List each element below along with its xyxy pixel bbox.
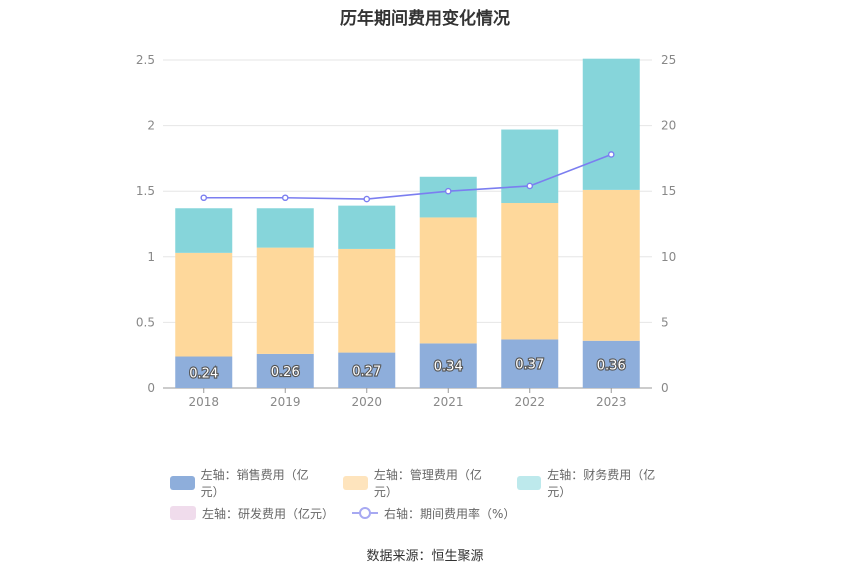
bar-data-label: 0.24 <box>189 366 218 381</box>
legend-swatch-admin <box>343 476 368 490</box>
rate-point <box>200 194 208 202</box>
rate-point <box>444 187 452 195</box>
bar-data-label: 0.27 <box>352 364 381 379</box>
bar-segment <box>256 353 314 388</box>
rate-point <box>363 195 371 203</box>
bar-segment <box>582 189 640 341</box>
legend-swatch-rate <box>352 506 379 520</box>
bar-segment <box>175 252 233 357</box>
right-tick-label: 15 <box>661 184 676 198</box>
x-tick-label: 2019 <box>270 395 301 409</box>
legend-swatch-rnd <box>170 506 196 520</box>
legend-item-rnd[interactable]: 左轴：研发费用（亿元） <box>170 505 334 522</box>
legend-label-admin: 左轴：管理费用（亿元） <box>373 468 482 499</box>
bar-segment <box>338 248 396 353</box>
left-tick-label: 2.5 <box>136 53 155 67</box>
rate-line <box>203 153 612 200</box>
legend-item-sales[interactable]: 左轴：销售费用（亿元） <box>170 466 325 500</box>
legend-label-rate: 右轴：期间费用率（%） <box>384 506 516 521</box>
left-tick-label: 0 <box>147 381 155 395</box>
bar-segment <box>582 340 640 388</box>
x-tick-label: 2022 <box>514 395 545 409</box>
bar-segment <box>501 129 559 204</box>
x-tick-label: 2023 <box>596 395 627 409</box>
bar-data-label: 0.26 <box>271 365 300 380</box>
x-tick-label: 2020 <box>351 395 382 409</box>
bar-segment <box>419 217 477 344</box>
legend: 左轴：销售费用（亿元） 左轴：管理费用（亿元） 左轴：财务费用（亿元） 左轴：研… <box>170 468 690 532</box>
bar-segment <box>256 208 314 248</box>
bar-segment <box>419 343 477 388</box>
left-tick-label: 0.5 <box>136 315 155 329</box>
legend-item-rate[interactable]: 右轴：期间费用率（%） <box>352 505 515 522</box>
bar-segment <box>501 203 559 340</box>
bar-segment <box>501 339 559 388</box>
bar-data-label: 0.37 <box>515 358 544 373</box>
legend-label-sales: 左轴：销售费用（亿元） <box>200 468 309 499</box>
left-tick-label: 1.5 <box>136 184 155 198</box>
legend-item-admin[interactable]: 左轴：管理费用（亿元） <box>343 466 498 500</box>
right-tick-label: 25 <box>661 53 676 67</box>
bar-data-label: 0.34 <box>434 360 463 375</box>
x-tick-label: 2018 <box>188 395 219 409</box>
rate-point <box>281 194 289 202</box>
right-tick-label: 20 <box>661 119 676 133</box>
bar-segment <box>175 356 233 388</box>
legend-item-finance[interactable]: 左轴：财务费用（亿元） <box>516 466 672 500</box>
x-tick-label: 2021 <box>433 395 464 409</box>
bar-data-label: 0.36 <box>597 358 626 373</box>
left-tick-label: 1 <box>147 250 155 264</box>
source-note: 数据来源：恒生聚源 <box>366 549 484 564</box>
rate-point <box>526 182 534 190</box>
legend-label-finance: 左轴：财务费用（亿元） <box>547 468 656 499</box>
right-tick-label: 10 <box>661 250 676 264</box>
right-tick-label: 0 <box>661 381 669 395</box>
left-tick-label: 2 <box>147 119 155 133</box>
bar-segment <box>582 58 640 190</box>
legend-swatch-sales <box>170 476 195 490</box>
bar-segment <box>338 205 396 249</box>
right-tick-label: 5 <box>661 315 669 329</box>
legend-swatch-finance <box>516 476 542 490</box>
legend-label-rnd: 左轴：研发费用（亿元） <box>202 506 335 521</box>
rate-point <box>607 151 615 158</box>
bar-segment <box>338 352 396 388</box>
chart-title: 历年期间费用变化情况 <box>340 9 510 29</box>
bar-segment <box>175 208 233 253</box>
bar-segment <box>419 176 477 218</box>
bar-segment <box>256 247 314 354</box>
chart-canvas: 0 0.5 1 1.5 2 2.5 0 5 10 15 20 25 0.24 2018 0.26 2019 0.… <box>136 53 676 409</box>
